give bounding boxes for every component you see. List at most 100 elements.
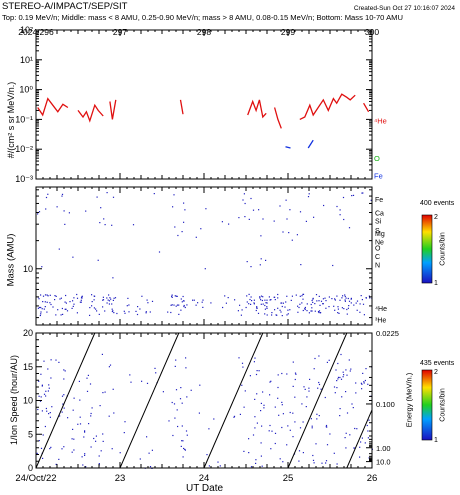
bottom-event-dot [334,392,336,394]
middle-event-dot [40,313,42,315]
bottom-event-dot [355,382,357,384]
middle-event-dot [245,306,247,309]
bottom-event-dot [363,382,365,384]
bottom-event-dot [81,456,83,458]
middle-event-dot [339,209,341,211]
middle-event-dot [180,309,182,311]
middle-event-dot [264,313,266,315]
bottom-event-dot [141,380,143,382]
middle-event-dot [128,311,130,313]
middle-event-dot [175,295,177,297]
bottom-event-dot [261,465,263,467]
middle-event-dot [111,303,113,305]
middle-event-dot [299,211,302,213]
middle-event-dot [282,302,284,304]
bottom-event-dot [124,421,126,423]
bottom-event-dot [84,453,86,455]
bottom-event-dot [339,408,341,410]
middle-event-dot [359,311,361,313]
bottom-event-dot [258,370,260,372]
middle-event-dot [246,295,248,297]
middle-event-dot [305,220,307,222]
bottom-x-tick-label: 25 [283,473,294,484]
middle-event-dot [260,299,262,301]
bottom-event-dot [129,374,131,376]
middle-event-dot [302,293,305,295]
bottom-event-dot [37,408,39,411]
bottom-event-dot [318,415,320,417]
middle-event-dot [60,297,62,299]
bottom-event-dot [155,372,157,374]
middle-event-dot [46,301,48,303]
middle-event-dot [111,224,113,226]
bottom-event-dot [181,425,183,427]
bottom-event-dot [354,427,356,430]
middle-event-dot [331,298,333,300]
middle-event-dot [246,301,248,303]
bottom-event-dot [339,376,341,379]
bottom-event-dot [146,436,148,438]
bottom-event-dot [340,378,343,380]
bottom-y-axis-label: 1/Ion Speed (hour/AU) [9,354,19,446]
middle-event-dot [195,304,197,306]
bottom-event-dot [328,359,330,361]
bottom-event-dot [278,414,280,416]
middle-event-dot [106,297,108,299]
bottom-event-dot [72,409,74,411]
bottom-event-dot [343,374,345,376]
top-panel-frame [35,29,373,180]
bottom-event-dot [321,462,323,464]
bottom-event-dot [113,412,115,414]
middle-event-dot [81,297,83,299]
bottom-event-dot [359,456,361,458]
middle-event-dot [111,310,113,313]
bottom-event-dot [100,450,102,452]
bottom-event-dot [123,432,125,434]
middle-event-dot [192,299,194,301]
middle-event-dot [259,297,261,299]
species-label-1: Ca [375,211,384,218]
bottom-event-dot [40,396,42,398]
bottom-event-dot [78,380,80,382]
middle-event-dot [304,308,306,311]
middle-event-dot [112,277,114,279]
series-line-fe [285,146,291,149]
bottom-event-dot [44,425,46,428]
species-label-10: ³He [375,318,386,325]
species-label-o: O [374,154,380,163]
bottom-event-dot [73,397,75,399]
bottom-event-dot [243,406,245,408]
bottom-event-dot [233,415,236,417]
middle-event-dot [311,299,313,302]
middle-event-dot [44,301,46,303]
middle-event-dot [312,301,314,303]
bottom-event-dot [45,407,47,410]
middle-event-dot [277,307,279,309]
bottom-event-dot [274,442,276,445]
middle-event-dot [181,301,183,303]
bottom-event-dot [326,361,328,363]
bottom-event-dot [73,438,75,440]
bottom-event-dot [367,383,369,385]
middle-event-dot [334,298,336,300]
species-label-4: Mg [375,231,385,238]
bottom-event-dot [186,396,188,398]
middle-event-dot [180,298,182,300]
bottom-event-dot [43,393,46,395]
middle-event-dot [258,209,260,211]
middle-event-dot [44,294,47,296]
middle-event-dot [243,193,245,195]
bottom-event-dot [168,420,170,422]
middle-event-dot [368,295,370,297]
middle-event-dot [289,309,291,311]
middle-event-dot [297,311,299,313]
bottom-event-dot [63,369,65,371]
bottom-event-dot [309,378,311,380]
middle-event-dot [269,299,271,301]
bottom-event-dot [71,438,73,440]
middle-event-dot [124,312,126,314]
middle-event-dot [301,295,303,297]
bottom-event-dot [181,402,183,404]
bottom-event-dot [185,357,187,359]
bottom-event-dot [93,437,95,440]
